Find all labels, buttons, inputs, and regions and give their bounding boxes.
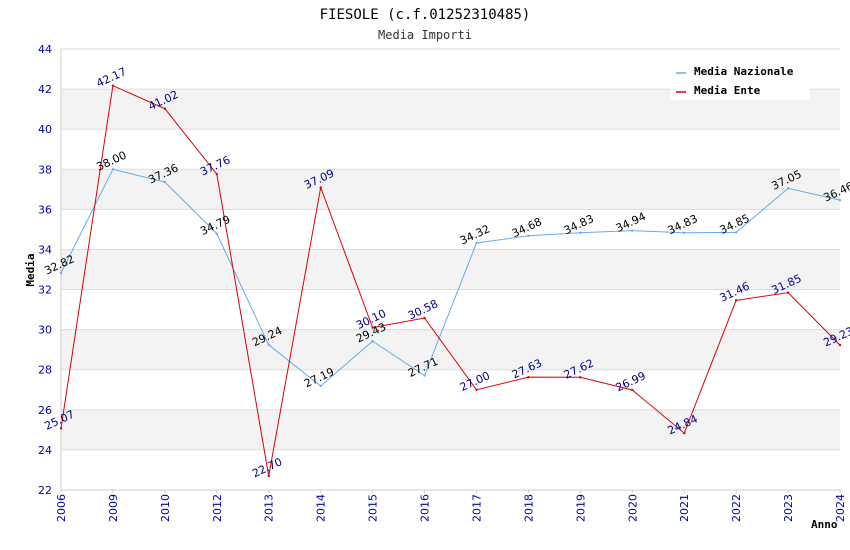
y-tick-label: 28 <box>38 364 52 377</box>
data-point-media-ente <box>734 299 738 302</box>
data-point-media-nazionale <box>475 241 478 245</box>
x-tick-label: 2017 <box>470 494 483 522</box>
data-point-media-nazionale <box>371 339 374 343</box>
chart-title: FIESOLE (c.f.01252310485) <box>320 7 531 23</box>
x-tick-label: 2018 <box>522 494 535 522</box>
x-tick-label: 2020 <box>626 494 639 522</box>
data-point-media-ente <box>475 388 478 391</box>
x-tick-label: 2012 <box>211 494 224 522</box>
data-point-media-ente <box>215 172 218 176</box>
data-point-media-ente <box>423 316 426 320</box>
legend-label-media-nazionale: Media Nazionale <box>694 65 794 78</box>
data-point-media-nazionale <box>527 234 530 238</box>
data-point-media-ente <box>319 186 322 189</box>
data-point-media-ente <box>111 84 115 87</box>
data-point-media-ente <box>683 431 686 435</box>
grid-band <box>61 129 840 170</box>
y-tick-label: 40 <box>38 123 52 136</box>
data-point-media-ente <box>163 107 167 110</box>
x-tick-label: 2013 <box>263 494 276 522</box>
data-point-media-ente <box>527 375 530 379</box>
y-tick-label: 38 <box>38 163 52 176</box>
grid-band <box>61 449 840 490</box>
legend-label-media-ente: Media Ente <box>694 84 761 97</box>
data-point-media-nazionale <box>163 180 167 184</box>
y-tick-label: 42 <box>38 83 52 96</box>
grid-band <box>61 169 840 210</box>
data-point-media-nazionale <box>631 229 634 232</box>
x-tick-label: 2024 <box>834 494 847 522</box>
data-point-media-nazionale <box>579 231 582 235</box>
x-axis-label: Anno <box>811 518 838 531</box>
axes <box>60 49 841 493</box>
data-point-media-nazionale <box>59 271 63 275</box>
data-point-media-nazionale <box>683 231 686 235</box>
y-axis-ticks: 22 24 26 28 30 32 34 36 38 40 42 44 <box>38 43 52 497</box>
x-tick-label: 2015 <box>367 494 380 522</box>
x-tick-label: 2021 <box>678 494 691 522</box>
y-tick-label: 36 <box>38 203 52 216</box>
y-tick-label: 30 <box>38 324 52 337</box>
x-tick-label: 2022 <box>730 494 743 522</box>
data-point-media-nazionale <box>423 374 426 377</box>
y-tick-label: 26 <box>38 404 52 417</box>
series-line-media-ente <box>60 84 841 477</box>
x-tick-label: 2016 <box>419 494 432 522</box>
grid-band <box>61 249 840 290</box>
data-point-media-nazionale <box>111 168 115 171</box>
data-point-media-nazionale <box>319 384 322 388</box>
legend-box <box>670 58 810 100</box>
y-axis-label: Media <box>24 253 37 286</box>
x-tick-label: 2023 <box>782 494 795 522</box>
chart-subtitle: Media Importi <box>378 28 472 42</box>
grid-bands <box>61 49 840 490</box>
x-axis-ticks: 2006 2009 2010 2012 2013 2014 2015 2016 2017 2018… <box>55 494 847 522</box>
y-tick-label: 44 <box>38 43 52 56</box>
data-point-media-ente <box>838 343 842 347</box>
series-group <box>59 84 842 478</box>
grid-band <box>61 329 840 370</box>
data-point-media-ente <box>371 326 374 329</box>
data-point-media-ente <box>631 388 634 392</box>
data-point-media-nazionale <box>267 343 270 347</box>
x-tick-label: 2006 <box>55 494 68 522</box>
x-tick-label: 2014 <box>315 494 328 522</box>
y-tick-label: 22 <box>38 484 52 497</box>
data-point-media-nazionale <box>734 231 738 234</box>
y-tick-label: 34 <box>38 243 52 256</box>
x-tick-label: 2009 <box>107 494 120 522</box>
y-tick-label: 24 <box>38 444 52 457</box>
data-point-media-ente <box>59 427 63 430</box>
data-point-media-nazionale <box>215 232 218 235</box>
data-point-media-ente <box>786 291 790 294</box>
x-tick-label: 2010 <box>159 494 172 522</box>
grid-band <box>61 409 840 450</box>
series-line-media-nazionale <box>60 168 841 387</box>
data-point-media-ente <box>267 474 270 478</box>
grid-band <box>61 209 840 250</box>
y-tick-label: 32 <box>38 284 52 297</box>
grid-band <box>61 369 840 410</box>
x-tick-label: 2019 <box>574 494 587 522</box>
legend: Media Nazionale Media Ente <box>670 58 810 100</box>
data-point-media-nazionale <box>838 198 842 202</box>
data-point-media-ente <box>579 376 582 379</box>
data-point-media-nazionale <box>786 187 790 190</box>
